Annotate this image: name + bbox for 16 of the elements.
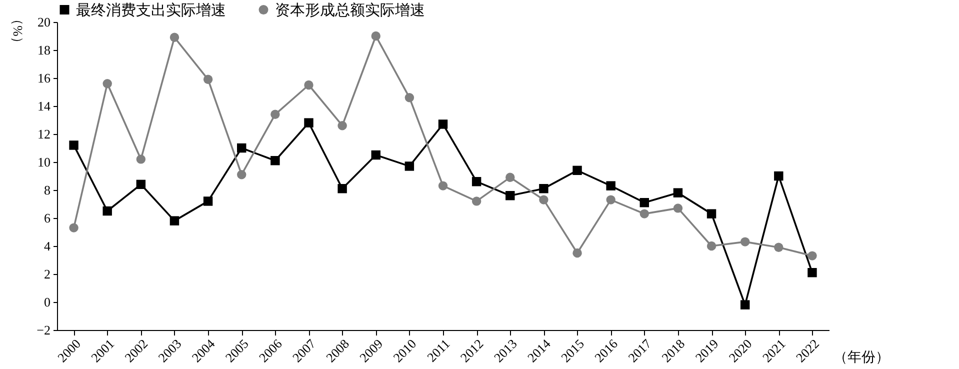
y-tick-label: 10: [38, 154, 50, 170]
y-axis-title: （%）: [10, 12, 26, 50]
y-tick-label: 16: [38, 70, 51, 86]
y-tick-label: 2: [44, 266, 50, 282]
y-tick-label: 14: [38, 98, 51, 114]
y-tick-label: 18: [38, 42, 50, 58]
y-tick-label: 8: [44, 182, 50, 198]
y-tick-label: 4: [44, 238, 51, 254]
y-tick-label: 20: [38, 14, 50, 30]
y-tick-label: −2: [36, 322, 50, 338]
legend-label: 最终消费支出实际增速: [76, 2, 226, 19]
y-tick-label: 0: [44, 294, 50, 310]
legend-label: 资本形成总额实际增速: [275, 2, 425, 19]
x-axis-title: （年份）: [834, 350, 890, 366]
y-tick-label: 6: [44, 210, 51, 226]
y-tick-label: 12: [38, 126, 50, 142]
